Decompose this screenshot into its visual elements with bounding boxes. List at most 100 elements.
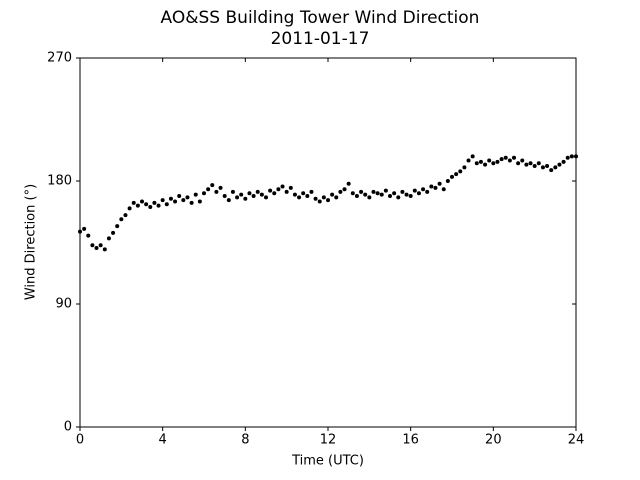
data-point [111, 230, 116, 235]
data-point [222, 194, 227, 199]
data-point [119, 217, 124, 222]
data-point [503, 155, 508, 160]
data-point [226, 198, 231, 203]
data-point [408, 194, 413, 199]
data-point [338, 189, 343, 194]
data-point [553, 165, 558, 170]
data-point [131, 200, 136, 205]
data-point [425, 189, 430, 194]
data-point [437, 181, 442, 186]
data-point [454, 172, 459, 177]
x-tick-label: 24 [568, 433, 585, 448]
data-point [375, 191, 380, 196]
data-point [78, 229, 82, 234]
data-point [173, 199, 178, 204]
data-point [478, 159, 483, 164]
data-point [532, 163, 537, 168]
data-point [268, 188, 273, 193]
data-point [272, 191, 277, 196]
data-point [404, 192, 409, 197]
data-point [350, 191, 355, 196]
data-point [371, 189, 376, 194]
data-point [235, 195, 240, 200]
data-point [396, 195, 401, 200]
data-point [168, 196, 173, 201]
data-point [135, 203, 140, 208]
y-axis-label: Wind Direction (°) [24, 184, 39, 300]
data-point [206, 187, 211, 192]
data-point [487, 158, 492, 163]
data-point [421, 187, 426, 192]
data-point [458, 169, 463, 174]
data-point [536, 161, 541, 166]
data-point [292, 192, 297, 197]
data-point [264, 195, 268, 200]
data-point [491, 161, 496, 166]
data-point [462, 165, 467, 170]
data-point [433, 185, 438, 190]
data-point [416, 191, 421, 196]
data-point [189, 200, 194, 205]
chart-subtitle: 2011-01-17 [271, 29, 370, 49]
data-point [297, 195, 302, 200]
data-point [280, 184, 285, 189]
data-point [218, 185, 223, 190]
data-point [549, 168, 554, 173]
data-point [561, 159, 566, 164]
data-point [334, 195, 339, 200]
data-point [86, 233, 91, 238]
data-point [574, 154, 578, 159]
data-point [115, 224, 120, 229]
data-point [288, 185, 293, 190]
x-tick-label: 16 [402, 433, 419, 448]
x-tick-label: 8 [241, 433, 249, 448]
data-point [239, 192, 244, 197]
y-tick-label: 0 [64, 420, 72, 435]
data-point [565, 155, 570, 160]
x-tick-label: 0 [76, 433, 84, 448]
data-point [342, 187, 347, 192]
data-point [305, 194, 310, 199]
x-tick-label: 12 [320, 433, 337, 448]
data-point [512, 155, 516, 160]
data-point [441, 187, 446, 192]
data-point [210, 183, 215, 188]
data-point [243, 196, 248, 201]
data-point [326, 198, 330, 203]
y-tick-label: 90 [55, 297, 72, 312]
data-point [251, 194, 256, 199]
data-point [82, 226, 87, 231]
data-point [144, 202, 149, 207]
data-point [255, 189, 260, 194]
data-point [466, 158, 471, 163]
data-point [301, 191, 306, 196]
data-point [528, 161, 533, 166]
data-point [309, 189, 314, 194]
data-point [284, 189, 289, 194]
x-axis-label: Time (UTC) [291, 454, 364, 469]
data-point [346, 181, 351, 186]
x-tick-label: 20 [485, 433, 502, 448]
data-point [383, 188, 388, 193]
data-point [321, 195, 326, 200]
data-point [412, 188, 417, 193]
data-point [98, 243, 103, 248]
data-point [354, 194, 359, 199]
data-point [94, 245, 99, 250]
data-point [148, 204, 153, 209]
data-point [540, 165, 545, 170]
data-point [429, 184, 434, 189]
data-point [276, 187, 281, 192]
data-point [388, 194, 392, 199]
data-point [516, 161, 521, 166]
data-point [569, 154, 574, 159]
data-point [524, 162, 529, 167]
data-point [363, 192, 368, 197]
x-tick-label: 4 [159, 433, 167, 448]
data-point [359, 189, 364, 194]
data-point [152, 200, 157, 205]
data-point [230, 189, 235, 194]
data-point [557, 162, 562, 167]
data-point [177, 194, 182, 199]
data-point [197, 199, 202, 204]
